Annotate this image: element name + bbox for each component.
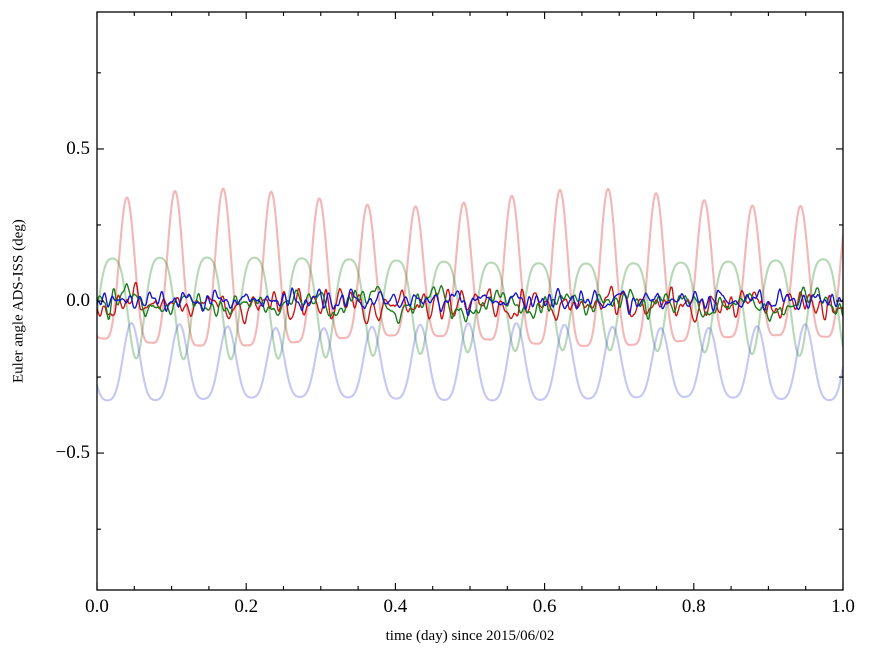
y-tick-label: 0.5: [66, 137, 90, 159]
x-axis-label: time (day) since 2015/06/02: [385, 628, 555, 644]
x-tick-label: 0.8: [681, 596, 706, 617]
x-tick-label: 0.0: [85, 596, 109, 617]
x-tick-label: 0.2: [234, 596, 259, 617]
y-tick-label: 0.0: [66, 290, 90, 311]
x-tick-label: 1.0: [831, 596, 855, 617]
x-tick-label: 0.4: [383, 596, 408, 617]
x-tick-label: 0.6: [532, 596, 557, 617]
y-tick-label: −0.5: [55, 442, 90, 464]
